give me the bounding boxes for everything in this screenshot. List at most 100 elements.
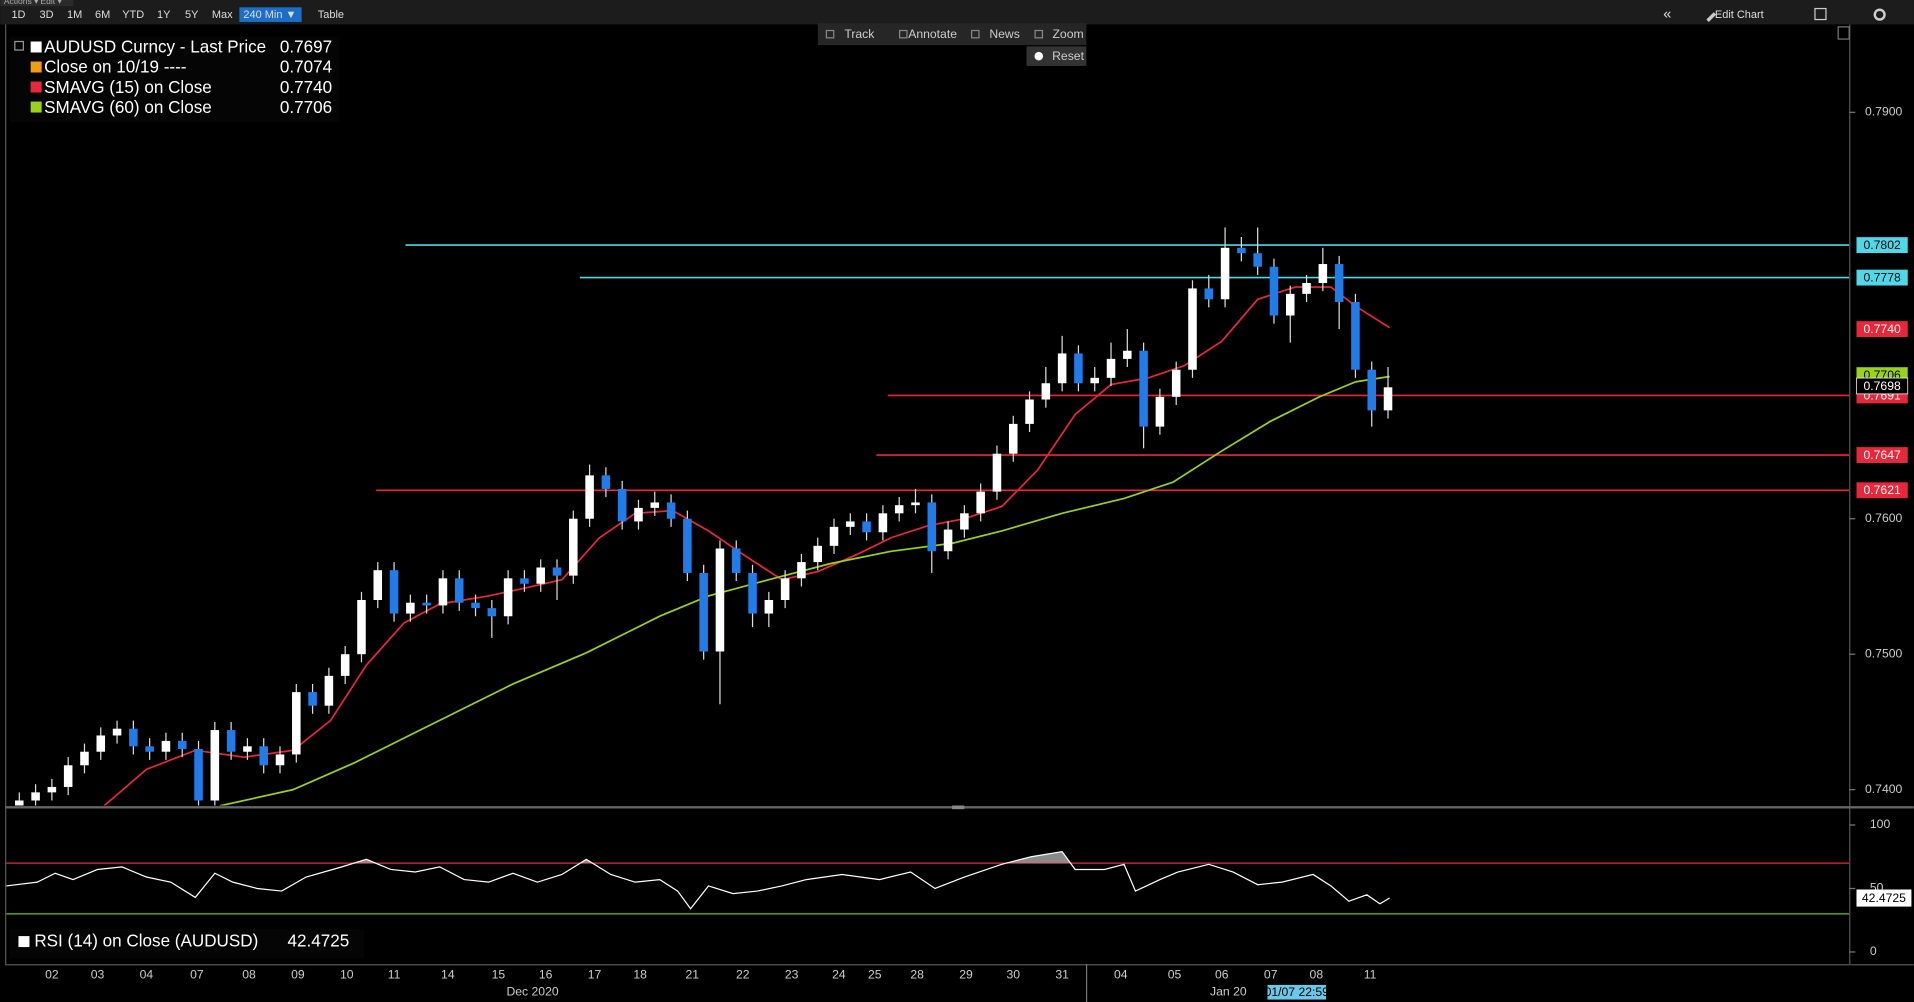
candle-body <box>992 453 1002 492</box>
range-button[interactable]: 240 Min ▼ <box>243 9 296 21</box>
candle-body <box>683 518 692 573</box>
price-tag <box>1856 321 1908 338</box>
rsi-last-label: 42.4725 <box>1862 891 1906 905</box>
range-button[interactable]: Max <box>212 9 233 21</box>
candle-body <box>438 578 448 606</box>
price-tag-label: 0.7621 <box>1863 483 1900 497</box>
range-button[interactable]: YTD <box>122 9 144 21</box>
x-tick-label: 31 <box>1055 967 1069 981</box>
candle-body <box>960 513 969 530</box>
candle-body <box>846 521 855 527</box>
candle-body <box>1253 253 1262 267</box>
candle-body <box>31 792 40 801</box>
candle-body <box>389 570 399 614</box>
tool-button[interactable]: News <box>989 27 1019 41</box>
candle-body <box>829 526 839 546</box>
x-tick-label: 24 <box>832 967 846 981</box>
menu[interactable]: Actions ▾ <box>4 0 39 6</box>
candle-body <box>275 754 285 766</box>
range-button[interactable]: 6M <box>95 9 110 21</box>
x-tick-label: 02 <box>45 967 59 981</box>
x-tick-label: 09 <box>291 967 305 981</box>
rsi-plot <box>6 850 1850 915</box>
tool-button[interactable]: Annotate <box>908 27 957 41</box>
reset-button[interactable] <box>1026 46 1087 66</box>
x-tick-label: 28 <box>910 967 924 981</box>
price-plot <box>15 227 1850 806</box>
x-tick-label: 22 <box>736 967 750 981</box>
candle-body <box>943 529 953 552</box>
x-tick-label: 08 <box>242 967 256 981</box>
edit-chart[interactable]: Edit Chart <box>1715 9 1764 21</box>
candle-body <box>780 578 790 601</box>
price-tag-label: 0.7740 <box>1863 322 1900 336</box>
candle-body <box>1318 264 1328 284</box>
rsi-legend-value: 42.4725 <box>287 932 349 951</box>
candle-body <box>15 800 24 806</box>
candle-body <box>1074 353 1083 384</box>
candle-body <box>177 740 187 750</box>
candle-body <box>112 728 122 736</box>
candle-body <box>1041 383 1051 400</box>
tool-icon <box>1034 29 1044 39</box>
candle-body <box>715 548 725 652</box>
legend-collapse[interactable] <box>14 40 24 51</box>
x-tick-label: 16 <box>539 967 553 981</box>
settings-icon[interactable] <box>1873 8 1886 21</box>
x-tick-label: 23 <box>785 967 799 981</box>
candle-body <box>797 562 806 579</box>
candle-body <box>1025 399 1034 424</box>
range-button[interactable]: 5Y <box>185 9 199 21</box>
price-tag <box>1856 237 1908 254</box>
range-selected <box>239 7 302 22</box>
candle-body <box>748 572 757 614</box>
tool-button[interactable]: Track <box>844 27 875 41</box>
price-tag-label: 0.7647 <box>1863 448 1900 462</box>
legend-swatch <box>30 81 42 93</box>
reset-radio <box>1034 51 1044 61</box>
rsi-line <box>6 850 1390 910</box>
price-tag <box>1856 447 1908 463</box>
x-tick-label: 18 <box>633 967 647 981</box>
price-tag-label: 0.7698 <box>1863 379 1900 393</box>
collapse-button[interactable]: « <box>1663 7 1671 23</box>
candle-body <box>976 491 985 514</box>
candle-body <box>96 735 106 752</box>
candle-body <box>536 567 545 584</box>
x-tick-label: 08 <box>1310 967 1324 981</box>
table-button[interactable]: Table <box>318 9 344 21</box>
range-button[interactable]: 3D <box>40 9 54 21</box>
candle-body <box>63 765 73 787</box>
candle-body <box>292 692 301 755</box>
pencil-icon[interactable] <box>1706 12 1717 22</box>
candle-body <box>1269 266 1279 316</box>
candle-body <box>226 730 236 752</box>
rsi-legend-swatch <box>18 936 30 948</box>
tool-icon <box>971 29 980 39</box>
range-button[interactable]: 1Y <box>157 9 171 21</box>
menu[interactable]: Edit ▾ <box>40 0 62 6</box>
candle-body <box>1171 369 1181 397</box>
candle-body <box>1367 369 1377 411</box>
month-label: Dec 2020 <box>506 984 558 998</box>
panel-grip[interactable] <box>952 805 965 810</box>
crosshair-tag <box>1267 984 1327 1000</box>
candle-body <box>699 572 708 652</box>
close-icon[interactable] <box>1814 7 1827 21</box>
candle-body <box>1008 423 1018 454</box>
candle-body <box>927 502 937 552</box>
x-tick-label: 25 <box>868 967 882 981</box>
range-button[interactable]: 1D <box>11 9 25 21</box>
reset-label[interactable]: Reset <box>1052 49 1084 63</box>
tool-button[interactable]: Zoom <box>1052 27 1083 41</box>
candle-body <box>617 488 627 522</box>
range-button[interactable]: 1M <box>67 9 82 21</box>
candle-body <box>569 518 578 576</box>
candle-body <box>422 602 431 606</box>
scroll-icon[interactable] <box>1837 26 1850 40</box>
x-tick-label: 07 <box>190 967 204 981</box>
x-tick-label: 15 <box>492 967 506 981</box>
legend-value: 0.7697 <box>280 38 332 57</box>
menu-strip <box>0 0 74 7</box>
